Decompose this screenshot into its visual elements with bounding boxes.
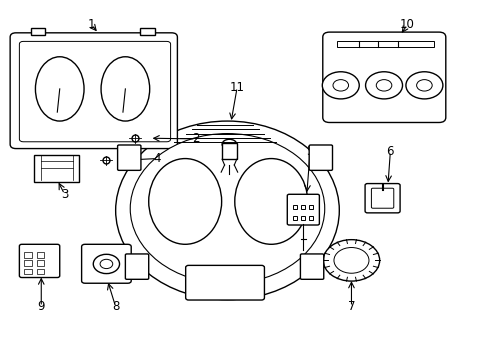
Text: 9: 9 [38,300,45,313]
Circle shape [375,80,391,91]
Text: 6: 6 [386,145,393,158]
Text: 11: 11 [229,81,244,94]
Text: 3: 3 [61,188,68,201]
Text: 10: 10 [399,18,414,31]
FancyBboxPatch shape [300,254,323,279]
Text: 1: 1 [87,18,95,31]
Text: 2: 2 [192,132,199,145]
Circle shape [365,72,402,99]
Bar [37,269,44,274]
Bar [24,252,31,257]
FancyBboxPatch shape [10,33,177,149]
Circle shape [405,72,442,99]
FancyBboxPatch shape [20,244,60,278]
Bar [37,252,44,257]
Ellipse shape [116,121,339,300]
Circle shape [333,248,368,273]
FancyBboxPatch shape [125,254,148,279]
Circle shape [322,72,359,99]
Ellipse shape [148,158,221,244]
Polygon shape [140,28,154,35]
Ellipse shape [35,57,84,121]
Bar [24,269,31,274]
FancyBboxPatch shape [365,184,399,213]
FancyBboxPatch shape [322,32,445,122]
FancyBboxPatch shape [287,194,319,225]
FancyBboxPatch shape [185,265,264,300]
Bar [222,143,236,159]
Ellipse shape [234,158,307,244]
Circle shape [416,80,431,91]
Text: 7: 7 [347,300,354,313]
FancyBboxPatch shape [308,145,332,170]
Circle shape [332,80,348,91]
Bar [336,41,433,47]
Bar [37,260,44,266]
Bar [24,260,31,266]
Circle shape [100,259,113,269]
Polygon shape [30,28,45,35]
FancyBboxPatch shape [20,41,170,142]
Ellipse shape [130,134,324,284]
Circle shape [93,254,119,274]
FancyBboxPatch shape [371,188,393,208]
FancyBboxPatch shape [81,244,131,283]
Bar [34,155,79,182]
Text: 8: 8 [112,300,119,313]
Text: 4: 4 [153,152,161,165]
FancyBboxPatch shape [117,145,141,170]
Ellipse shape [101,57,149,121]
Ellipse shape [222,139,236,149]
Text: 5: 5 [306,145,313,158]
Circle shape [323,240,379,281]
